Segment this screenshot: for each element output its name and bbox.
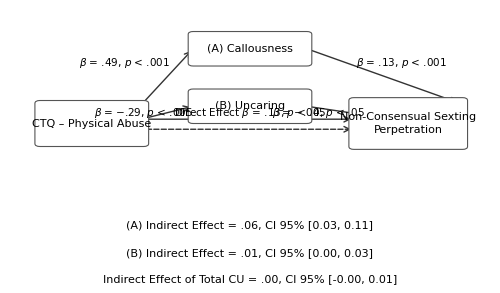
Text: $\beta$ = .49, $p$ < .001: $\beta$ = .49, $p$ < .001 [80, 56, 170, 70]
Text: $\beta$ = −.04, $p$ < .05: $\beta$ = −.04, $p$ < .05 [272, 106, 366, 120]
Text: Indirect Effect of Total CU = .00, CI 95% [-0.00, 0.01]: Indirect Effect of Total CU = .00, CI 95… [103, 274, 397, 284]
Text: $\beta$ = −.29, $p$ < .005: $\beta$ = −.29, $p$ < .005 [94, 106, 194, 120]
Text: (A) Callousness: (A) Callousness [207, 44, 293, 54]
Text: (A) Indirect Effect = .06, CI 95% [0.03, 0.11]: (A) Indirect Effect = .06, CI 95% [0.03,… [126, 221, 374, 231]
FancyBboxPatch shape [188, 89, 312, 124]
Text: (B) Uncaring: (B) Uncaring [215, 101, 285, 111]
Text: $\beta$ = .13, $p$ < .001: $\beta$ = .13, $p$ < .001 [356, 56, 448, 70]
Text: CTQ – Physical Abuse: CTQ – Physical Abuse [32, 118, 152, 129]
FancyBboxPatch shape [188, 32, 312, 66]
FancyBboxPatch shape [35, 100, 148, 146]
Text: Non-Consensual Sexting
Perpetration: Non-Consensual Sexting Perpetration [340, 112, 476, 135]
Text: (B) Indirect Effect = .01, CI 95% [0.00, 0.03]: (B) Indirect Effect = .01, CI 95% [0.00,… [126, 248, 374, 258]
FancyBboxPatch shape [349, 98, 468, 149]
Text: Direct Effect $\beta$ = .13, $p$ < .05: Direct Effect $\beta$ = .13, $p$ < .05 [174, 105, 326, 120]
